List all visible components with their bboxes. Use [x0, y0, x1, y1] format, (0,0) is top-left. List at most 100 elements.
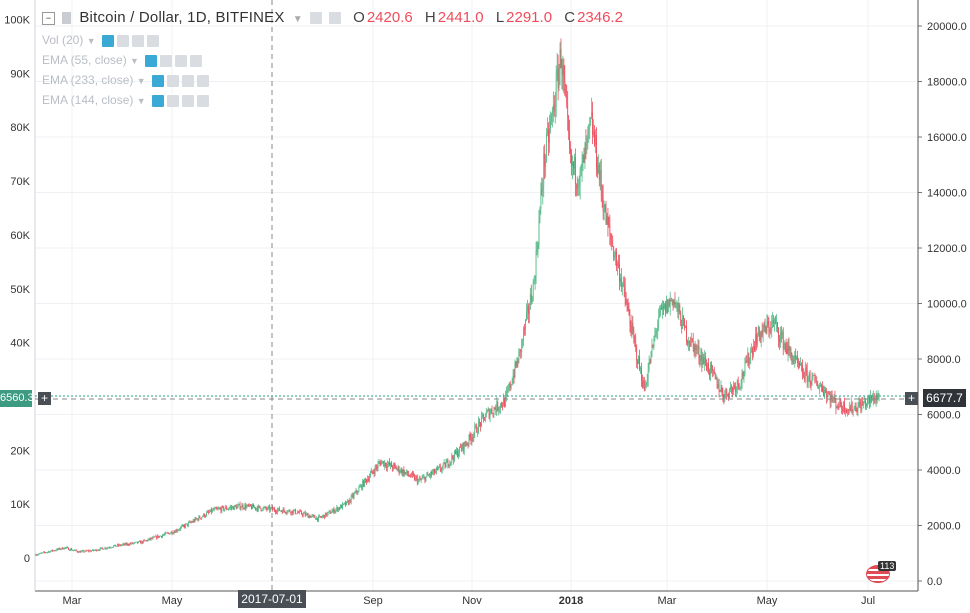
candle-body [179, 529, 181, 531]
candle-body [314, 515, 316, 519]
candle-body [561, 66, 563, 76]
candle-body [841, 406, 843, 409]
flag-icon [62, 12, 72, 25]
chevron-down-icon[interactable]: ▼ [130, 56, 139, 66]
candle-body [800, 364, 801, 366]
candle-body [341, 505, 343, 509]
candle-body [692, 339, 694, 344]
candle-body [579, 168, 581, 186]
candle-body [127, 543, 129, 545]
close-icon[interactable] [146, 34, 159, 47]
chevron-down-icon[interactable]: ▼ [86, 36, 96, 46]
eye-icon[interactable] [145, 54, 158, 67]
candle-body [186, 523, 187, 525]
candle-body [102, 548, 104, 550]
candle-body [273, 508, 274, 510]
flag-badge[interactable]: 113 [866, 561, 897, 583]
candle-body [405, 472, 407, 473]
candle-body [323, 514, 324, 517]
candle-body [70, 548, 71, 551]
plus-icon[interactable]: + [38, 392, 51, 405]
candle-body [106, 548, 108, 549]
candle-body [100, 547, 102, 549]
candle-body [415, 477, 417, 478]
gear-icon[interactable] [166, 74, 179, 87]
close-icon[interactable] [196, 74, 209, 87]
candle-body [122, 543, 124, 545]
candle-body [534, 279, 536, 281]
plus-icon[interactable] [175, 54, 188, 67]
candle-body [791, 355, 793, 364]
symbol-dropdown-icon[interactable]: ▼ [292, 14, 303, 25]
candle-body [163, 534, 164, 536]
candle-body [680, 313, 682, 326]
candle-body [359, 486, 361, 488]
candle-body [584, 144, 586, 163]
candle-body [277, 509, 278, 513]
candle-body [132, 542, 134, 544]
candle-body [760, 331, 762, 341]
candle-body [362, 480, 364, 489]
candle-body [74, 549, 76, 551]
candle-body [814, 375, 816, 381]
candle-body [658, 317, 660, 325]
candle-body [801, 364, 802, 366]
candle-body [245, 504, 247, 509]
candle-body [152, 537, 154, 539]
candle-body [216, 508, 218, 510]
candle-body [716, 376, 718, 388]
eye-icon[interactable] [151, 74, 164, 87]
gear-icon[interactable] [116, 34, 129, 47]
candle-body [695, 344, 697, 350]
plus-icon[interactable] [131, 34, 144, 47]
candle-body [274, 508, 275, 511]
candle-body [627, 305, 629, 309]
chevron-down-icon[interactable]: ▼ [136, 76, 146, 86]
candle-body [515, 362, 517, 367]
eye-icon[interactable] [151, 94, 164, 107]
indicator-ema-144[interactable]: EMA (144, close) ▼ [42, 93, 209, 107]
candle-body [382, 461, 384, 462]
candle-body [727, 394, 729, 396]
chevron-down-icon[interactable]: ▼ [136, 96, 146, 106]
indicator-ema-55[interactable]: EMA (55, close) ▼ [42, 53, 203, 67]
low-value: 2291.0 [506, 9, 553, 26]
indicator-vol[interactable]: Vol (20) ▼ [42, 33, 159, 47]
candle-body [186, 523, 188, 526]
eye-icon[interactable] [101, 34, 114, 47]
candle-body [748, 352, 750, 365]
candle-body [255, 508, 257, 510]
candle-body [344, 502, 345, 504]
candle-body [614, 256, 616, 258]
candle-body [97, 550, 99, 551]
eye-icon[interactable] [309, 12, 322, 25]
candle-body [211, 509, 213, 513]
plus-icon[interactable]: + [905, 392, 918, 405]
plus-icon[interactable] [181, 94, 194, 107]
close-icon[interactable] [190, 54, 203, 67]
collapse-icon[interactable]: − [42, 11, 55, 25]
candle-body [35, 554, 37, 556]
candle-body [194, 518, 196, 522]
candle-body [632, 322, 634, 331]
candle-body [47, 552, 48, 553]
candle-body [576, 184, 578, 189]
indicator-ema-233[interactable]: EMA (233, close) ▼ [42, 73, 209, 87]
close-icon[interactable] [196, 94, 209, 107]
candle-body [115, 544, 116, 547]
gear-icon[interactable] [160, 54, 173, 67]
candle-body [721, 386, 723, 392]
plus-icon[interactable] [181, 74, 194, 87]
candle-body [877, 395, 879, 400]
gear-icon[interactable] [166, 94, 179, 107]
candle-body [169, 533, 171, 535]
candle-body [321, 517, 322, 518]
candle-body [540, 190, 542, 209]
candle-body [241, 504, 243, 508]
candle-body [460, 447, 462, 450]
candle-body [481, 416, 482, 427]
gear-icon[interactable] [329, 12, 341, 25]
candle-body [247, 504, 249, 507]
candle-body [609, 225, 611, 234]
